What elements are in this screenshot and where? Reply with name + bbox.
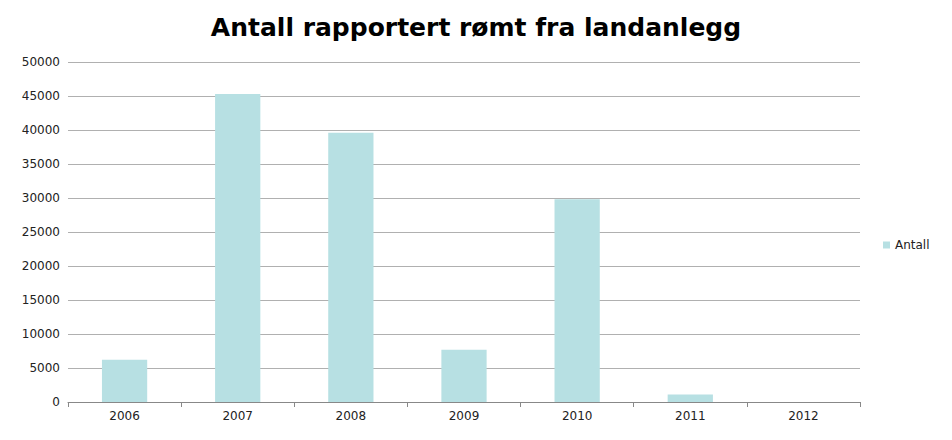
svg-text:40000: 40000 <box>22 123 60 137</box>
svg-text:Antall rapportert rømt fra lan: Antall rapportert rømt fra landanlegg <box>211 13 741 42</box>
svg-text:2008: 2008 <box>336 409 367 423</box>
svg-text:30000: 30000 <box>22 191 60 205</box>
svg-text:2010: 2010 <box>562 409 593 423</box>
svg-text:15000: 15000 <box>22 293 60 307</box>
svg-text:25000: 25000 <box>22 225 60 239</box>
svg-text:2007: 2007 <box>222 409 253 423</box>
svg-text:35000: 35000 <box>22 157 60 171</box>
svg-text:Antall: Antall <box>895 238 930 252</box>
svg-text:2009: 2009 <box>449 409 480 423</box>
svg-text:10000: 10000 <box>22 327 60 341</box>
svg-text:2006: 2006 <box>109 409 140 423</box>
svg-text:45000: 45000 <box>22 89 60 103</box>
svg-text:2011: 2011 <box>675 409 706 423</box>
svg-text:20000: 20000 <box>22 259 60 273</box>
svg-text:5000: 5000 <box>29 361 60 375</box>
svg-text:0: 0 <box>52 395 60 409</box>
svg-text:50000: 50000 <box>22 55 60 69</box>
svg-text:2012: 2012 <box>788 409 819 423</box>
